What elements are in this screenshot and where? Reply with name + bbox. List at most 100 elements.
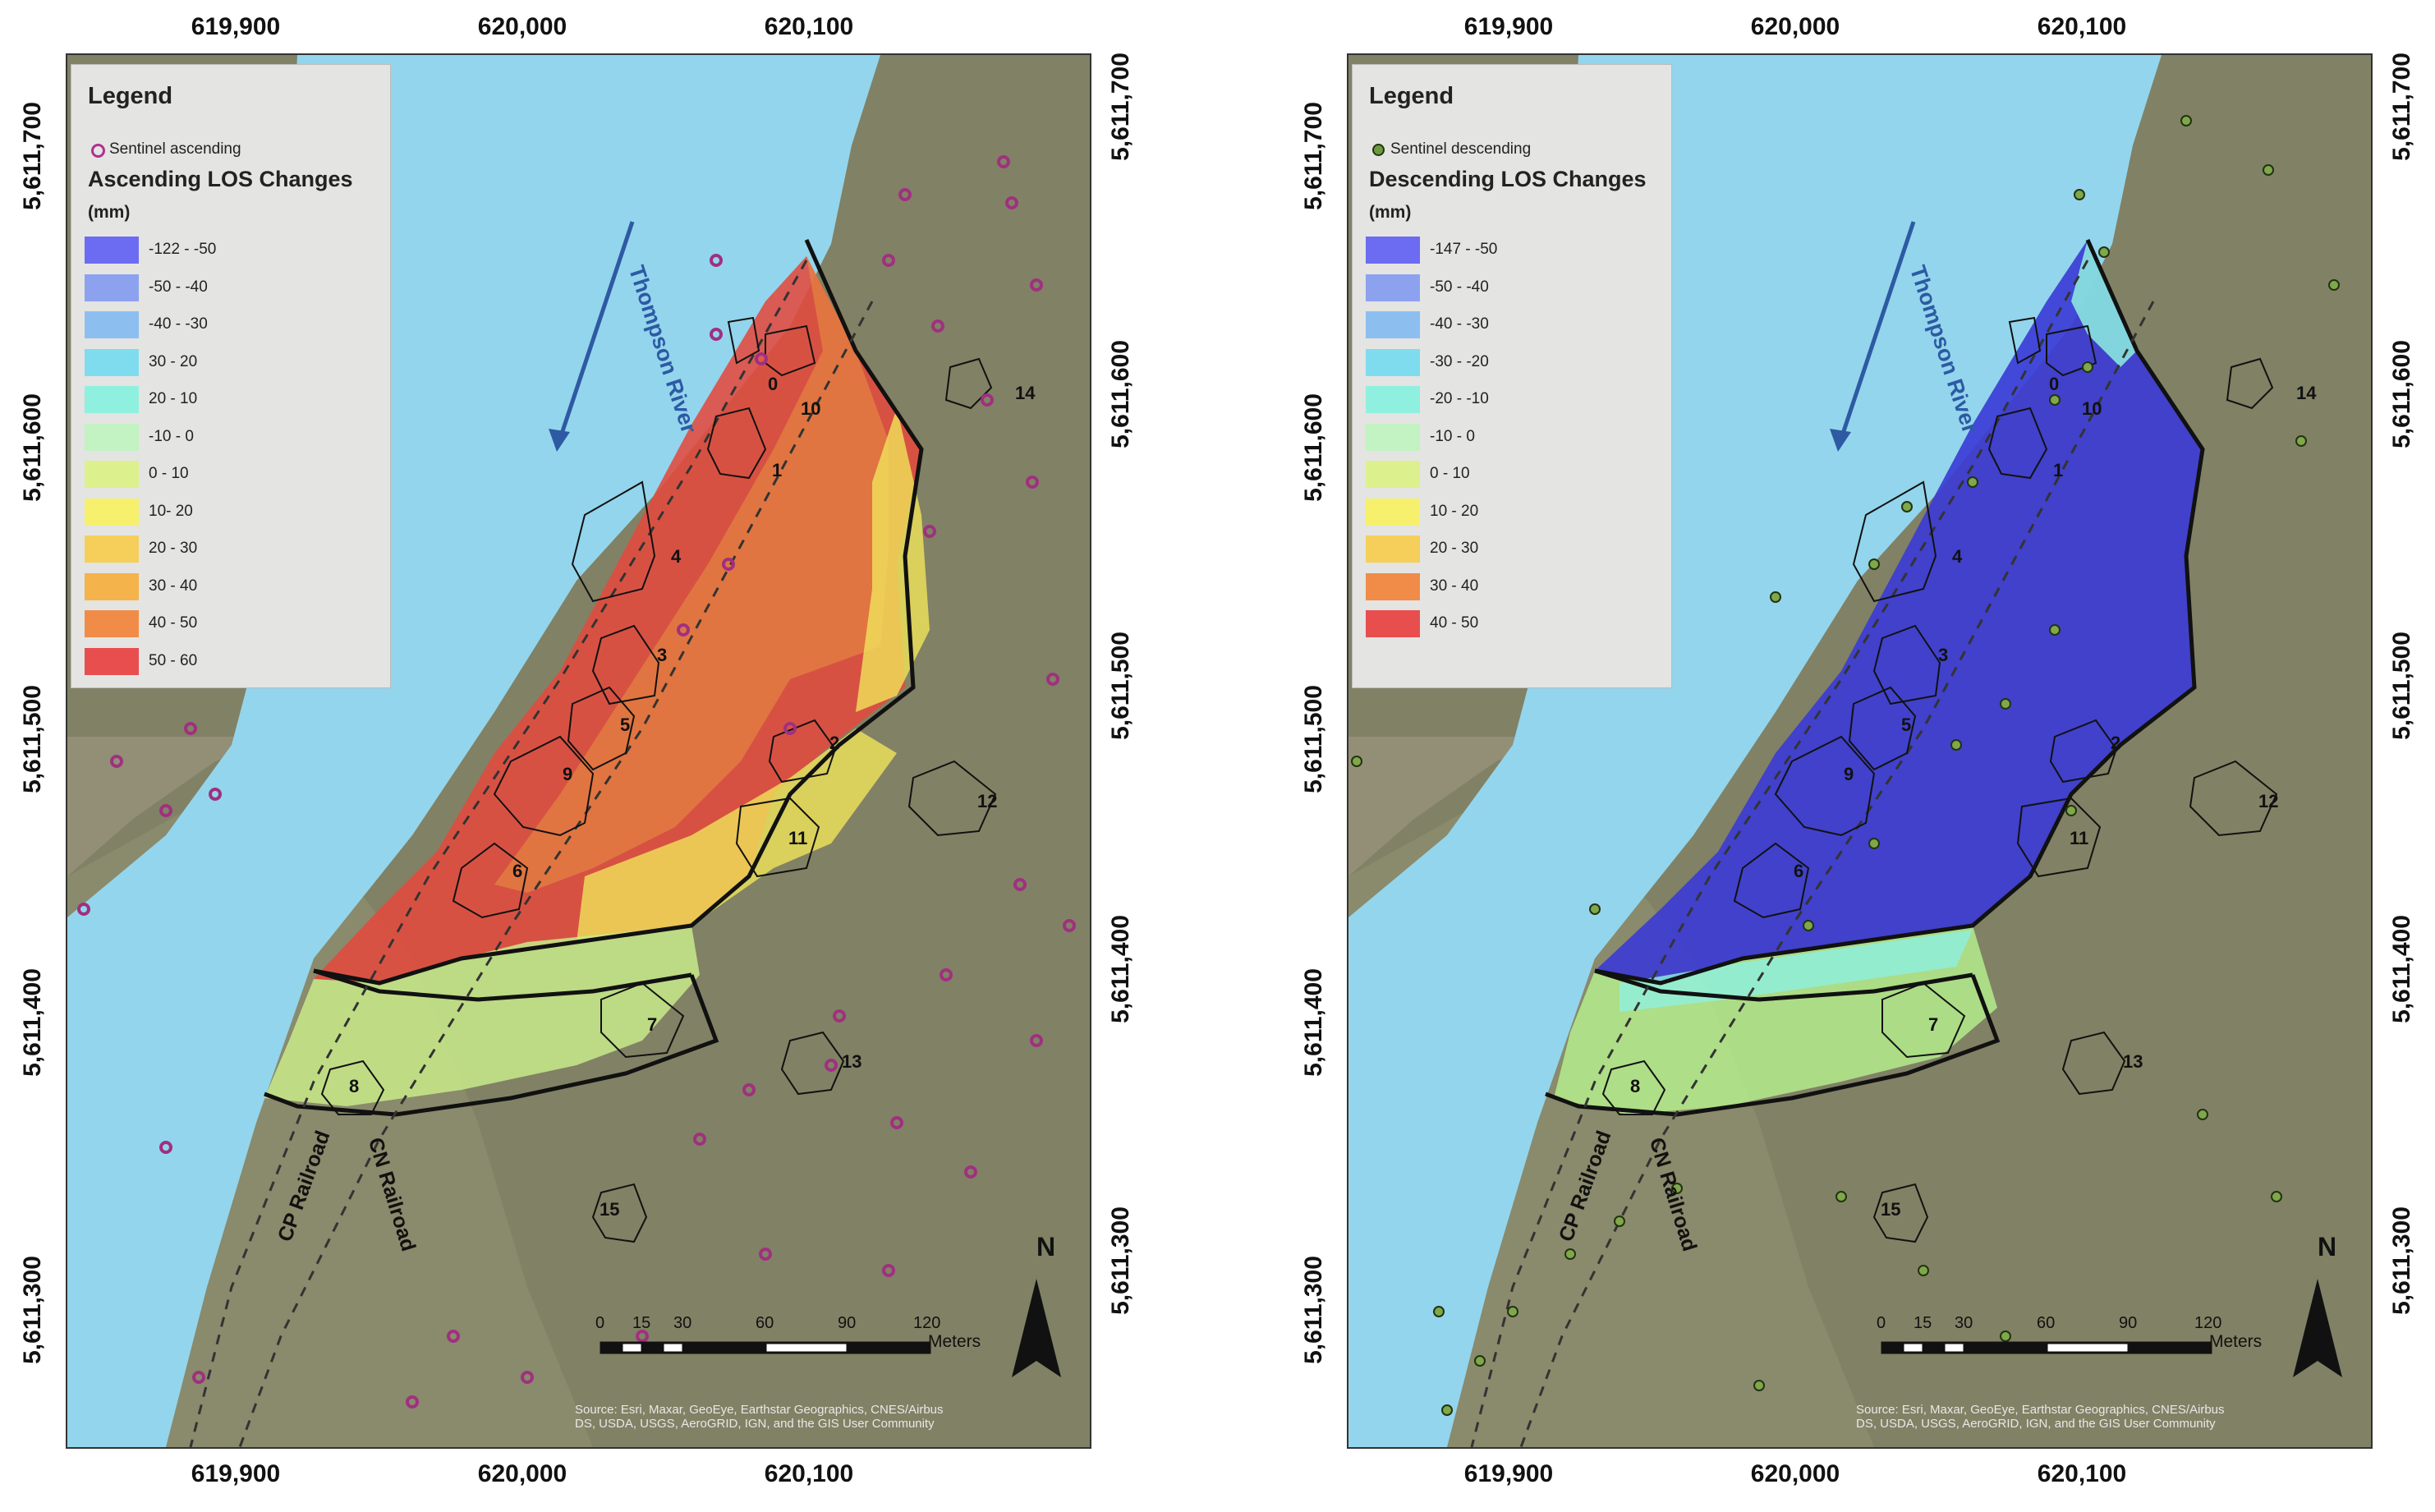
y-tick: 5,611,500 (2388, 632, 2415, 740)
zone-label: 9 (1844, 764, 1854, 784)
y-tick: 5,611,700 (1300, 102, 1327, 210)
scale-bar-graphic (1881, 1341, 2212, 1354)
x-tick: 620,000 (477, 1460, 567, 1487)
x-tick: 620,100 (764, 1460, 854, 1487)
zone-label: 6 (1794, 861, 1804, 881)
x-tick: 619,900 (1463, 13, 1554, 40)
river-flow-arrow (1830, 221, 1916, 452)
terrain-west-bank (67, 737, 281, 876)
north-arrow (1012, 1279, 1061, 1377)
zone-label: 5 (620, 715, 631, 735)
zone-label: 7 (1928, 1014, 1939, 1035)
y-tick: 5,611,600 (2388, 340, 2415, 448)
zone-label: 5 (1901, 715, 1912, 735)
scale-number: 0 (595, 1314, 605, 1332)
slide-inner-boundary (1594, 968, 1973, 1002)
x-tick: 620,000 (1750, 1460, 1840, 1487)
x-tick: 620,100 (2037, 13, 2127, 40)
scale-number: 30 (1955, 1314, 1973, 1332)
scale-number: 60 (2037, 1314, 2056, 1332)
zone-label: 0 (768, 374, 779, 394)
x-tick: 619,900 (191, 13, 281, 40)
zone-label: 15 (1881, 1199, 1901, 1220)
x-tick: 620,100 (764, 13, 854, 40)
scale-unit: Meters (928, 1332, 981, 1351)
scale-number: 90 (2119, 1314, 2138, 1332)
zone-label: 1 (772, 460, 783, 480)
y-tick: 5,611,700 (1107, 53, 1134, 161)
zone-label: 12 (2258, 791, 2279, 811)
zone-label: 8 (1630, 1076, 1641, 1096)
zone-label: 2 (2111, 733, 2121, 753)
point-symbol-icon (1372, 144, 1385, 156)
cn-railroad-line (1519, 301, 2155, 1447)
cp-railroad-line (189, 260, 808, 1447)
zone-label: 11 (788, 828, 808, 848)
legend-box: Legend Sentinel descending Descending LO… (1352, 64, 1672, 688)
map-frame (66, 53, 1091, 1449)
zone-label: 4 (671, 546, 682, 567)
legend-subtitle: Descending LOS Changes (1369, 167, 1647, 191)
north-label: N (2318, 1232, 2337, 1262)
y-tick: 5,611,600 (1300, 393, 1327, 502)
scale-number: 60 (756, 1314, 774, 1332)
legend-point-label: Sentinel ascending (109, 140, 241, 158)
zone-label: 14 (2296, 383, 2317, 403)
scale-unit: Meters (2209, 1332, 2263, 1351)
scale-number: 120 (2194, 1314, 2222, 1332)
zone-label: 1 (2053, 460, 2064, 480)
zone-label: 6 (512, 861, 523, 881)
scale-number: 15 (1914, 1314, 1932, 1332)
map-attribution: Source: Esri, Maxar, GeoEye, Earthstar G… (1856, 1403, 2225, 1431)
north-label: N (1036, 1232, 1056, 1262)
zone-label: 7 (647, 1014, 658, 1035)
x-tick: 619,900 (191, 1460, 281, 1487)
zone-label: 12 (977, 791, 998, 811)
y-tick: 5,611,700 (2388, 53, 2415, 161)
thompson-river (67, 55, 880, 1447)
legend-title: Legend (1369, 83, 1454, 109)
scale-number: 15 (632, 1314, 651, 1332)
slide-lower-boundary (264, 974, 719, 1117)
river-flow-arrow (549, 221, 635, 452)
legend-box: Legend Sentinel ascending Ascending LOS … (71, 64, 391, 688)
zone-label: 4 (1952, 546, 1963, 567)
scale-bar-graphic (600, 1341, 931, 1354)
y-tick: 5,611,300 (1300, 1256, 1327, 1364)
zone-label: 14 (1015, 383, 1036, 403)
map-attribution: Source: Esri, Maxar, GeoEye, Earthstar G… (575, 1403, 944, 1431)
zone-label: 15 (600, 1199, 620, 1220)
map-frame (1347, 53, 2373, 1449)
zone-label: 3 (657, 645, 668, 665)
y-tick: 5,611,400 (19, 968, 46, 1077)
y-tick: 5,611,600 (19, 393, 46, 502)
scale-number: 0 (1877, 1314, 1886, 1332)
scale-number: 30 (673, 1314, 692, 1332)
legend-point-label: Sentinel descending (1390, 140, 1532, 158)
y-tick: 5,611,300 (1107, 1206, 1134, 1315)
scale-number: 90 (838, 1314, 857, 1332)
zone-label: 0 (2049, 374, 2060, 394)
legend-point-entry: Sentinel ascending (91, 140, 241, 159)
y-tick: 5,611,400 (1107, 915, 1134, 1023)
y-tick: 5,611,300 (19, 1256, 46, 1364)
terrain-west-bank (1348, 737, 1562, 876)
cn-railroad-line (238, 301, 874, 1447)
zone-outlines (1601, 316, 2278, 1243)
zone-label: 13 (842, 1051, 862, 1072)
cp-railroad-line (1470, 260, 2089, 1447)
slide-inner-boundary (313, 968, 692, 1002)
zone-label: 10 (2082, 398, 2102, 419)
slide-boundary (1594, 238, 2205, 986)
legend-unit: (mm) (88, 203, 131, 222)
slide-boundary (313, 238, 924, 986)
zone-label: 8 (349, 1076, 360, 1096)
x-tick: 620,100 (2037, 1460, 2127, 1487)
descending-map-panel: 619,900 620,000 620,100 619,900 620,000 … (1281, 0, 2435, 1512)
y-tick: 5,611,700 (19, 102, 46, 210)
zone-label: 9 (563, 764, 573, 784)
y-tick: 5,611,400 (2388, 915, 2415, 1023)
thompson-river (1348, 55, 2162, 1447)
y-tick: 5,611,400 (1300, 968, 1327, 1077)
zone-outlines (320, 316, 997, 1243)
